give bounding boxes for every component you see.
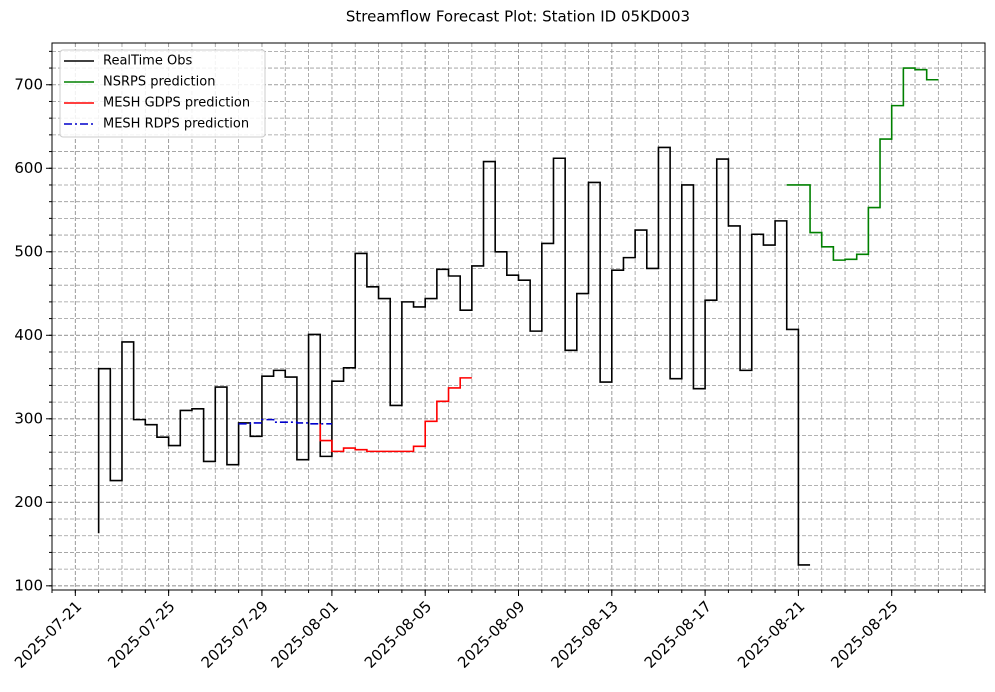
series-line <box>97 146 811 566</box>
plot-lines <box>97 67 939 566</box>
legend-label: MESH GDPS prediction <box>103 96 250 111</box>
legend-label: RealTime Obs <box>103 54 192 69</box>
y-tick-label: 700 <box>14 75 43 93</box>
series-line <box>319 377 472 453</box>
y-tick-label: 500 <box>14 242 43 260</box>
chart-title: Streamflow Forecast Plot: Station ID 05K… <box>346 8 690 26</box>
series-line <box>786 67 939 261</box>
y-tick-label: 400 <box>14 326 43 344</box>
legend: RealTime Obs NSRPS prediction MESH GDPS pr… <box>59 49 266 138</box>
legend-label: NSRPS prediction <box>103 75 215 90</box>
y-tick-label: 600 <box>14 159 43 177</box>
legend-label: MESH RDPS prediction <box>103 117 249 132</box>
legend-box <box>59 49 266 138</box>
y-tick-label: 200 <box>14 493 43 511</box>
y-tick-label: 300 <box>14 409 43 427</box>
y-tick-label: 100 <box>14 576 43 594</box>
